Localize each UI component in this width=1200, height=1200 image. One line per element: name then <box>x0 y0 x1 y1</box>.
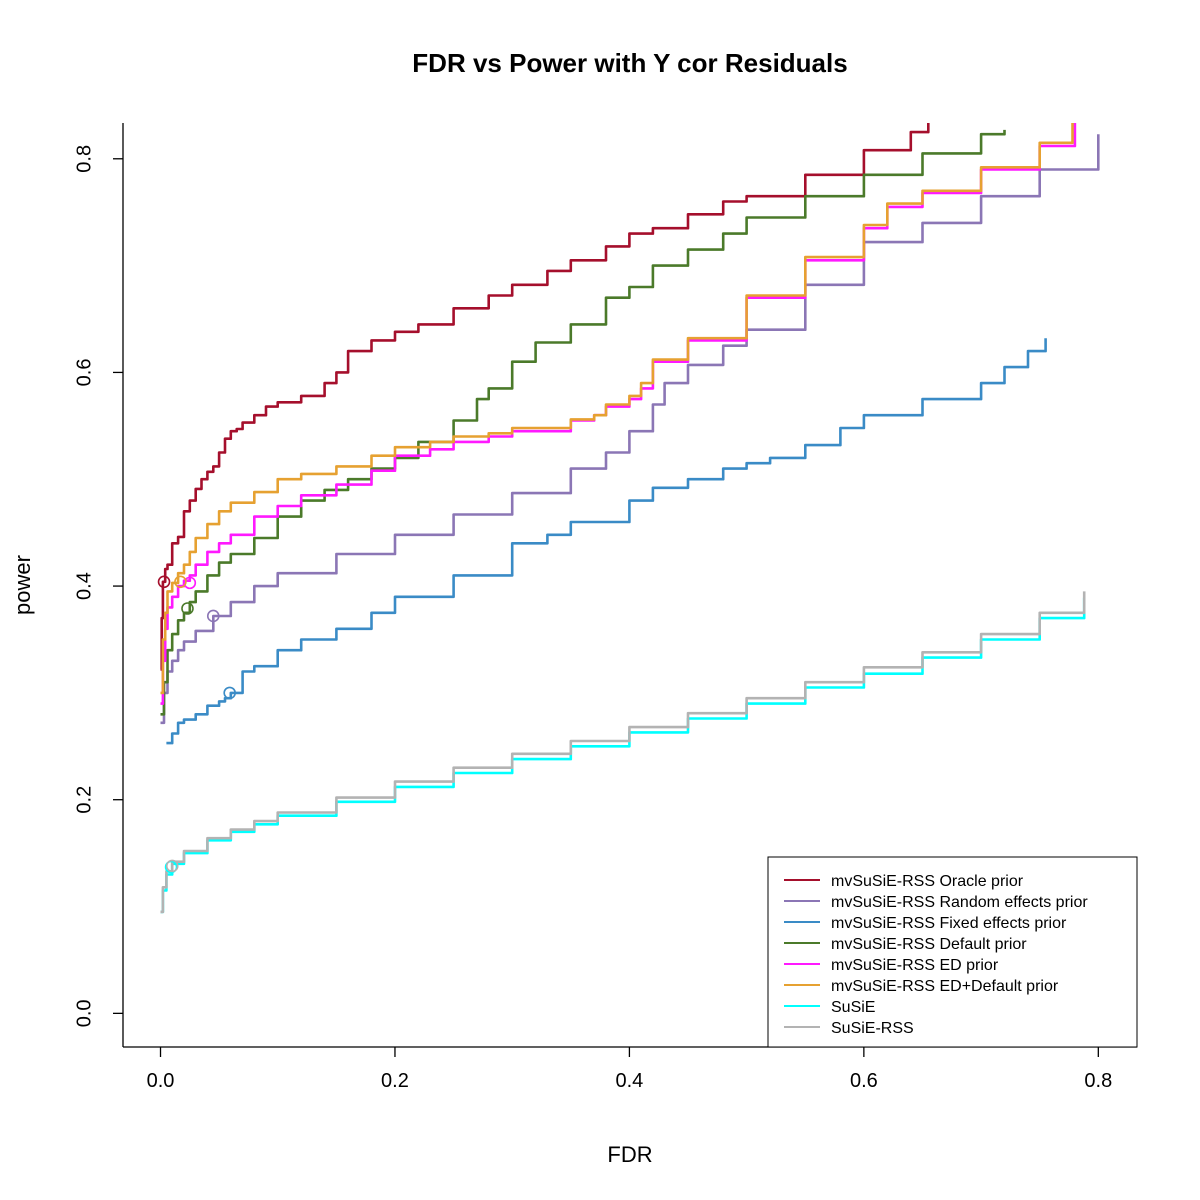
threshold-marker-susie-rss <box>165 859 179 873</box>
legend-box <box>767 856 1138 1048</box>
series-line-oracle <box>160 123 930 671</box>
chart-title: FDR vs Power with Y cor Residuals <box>412 48 847 78</box>
x-axis: 0.0 0.2 0.4 0.6 0.8 <box>147 1047 1112 1092</box>
y-axis: 0.0 0.2 0.4 0.6 0.8 <box>73 145 123 1027</box>
legend-label-ed-default: mvSuSiE-RSS ED+Default prior <box>831 978 1059 995</box>
x-tick-label: 0.4 <box>616 1070 644 1092</box>
threshold-marker-ed <box>183 576 197 590</box>
threshold-marker-random-effects <box>206 609 220 623</box>
y-tick-label: 0.0 <box>73 999 95 1027</box>
series-line-ed-default <box>160 123 1074 695</box>
y-tick-label: 0.6 <box>73 359 95 387</box>
legend-label-fixed-effects: mvSuSiE-RSS Fixed effects prior <box>831 915 1067 932</box>
threshold-marker-susie <box>164 860 178 874</box>
threshold-marker-ed-default <box>174 575 187 589</box>
y-tick-label: 0.8 <box>73 145 95 173</box>
legend-label-susie: SuSiE <box>831 999 875 1016</box>
y-tick-label: 0.2 <box>73 786 95 814</box>
plot-lines <box>160 123 1100 914</box>
x-tick-label: 0.6 <box>850 1070 878 1092</box>
x-axis-label: FDR <box>607 1142 652 1167</box>
legend-label-ed: mvSuSiE-RSS ED prior <box>831 957 999 974</box>
threshold-marker-fixed-effects <box>223 686 236 700</box>
x-tick-label: 0.8 <box>1084 1070 1112 1092</box>
threshold-marker-default <box>181 602 194 615</box>
series-line-fixed-effects <box>166 338 1047 745</box>
legend-label-susie-rss: SuSiE-RSS <box>831 1020 914 1037</box>
legend-label-random-effects: mvSuSiE-RSS Random effects prior <box>831 894 1088 911</box>
threshold-marker-oracle <box>157 575 171 589</box>
y-axis-label: power <box>10 555 35 615</box>
x-tick-label: 0.2 <box>381 1070 409 1092</box>
y-tick-label: 0.4 <box>73 572 95 600</box>
legend-label-default: mvSuSiE-RSS Default prior <box>831 936 1027 953</box>
series-line-default <box>160 129 1006 716</box>
series-line-random-effects <box>160 134 1100 725</box>
series-line-ed <box>160 123 1077 705</box>
legend: mvSuSiE-RSS Oracle prior mvSuSiE-RSS Rand… <box>767 856 1138 1048</box>
plot-markers <box>157 575 236 874</box>
x-tick-label: 0.0 <box>147 1070 175 1092</box>
legend-label-oracle: mvSuSiE-RSS Oracle prior <box>831 873 1024 890</box>
series-line-susie-rss <box>160 591 1086 914</box>
